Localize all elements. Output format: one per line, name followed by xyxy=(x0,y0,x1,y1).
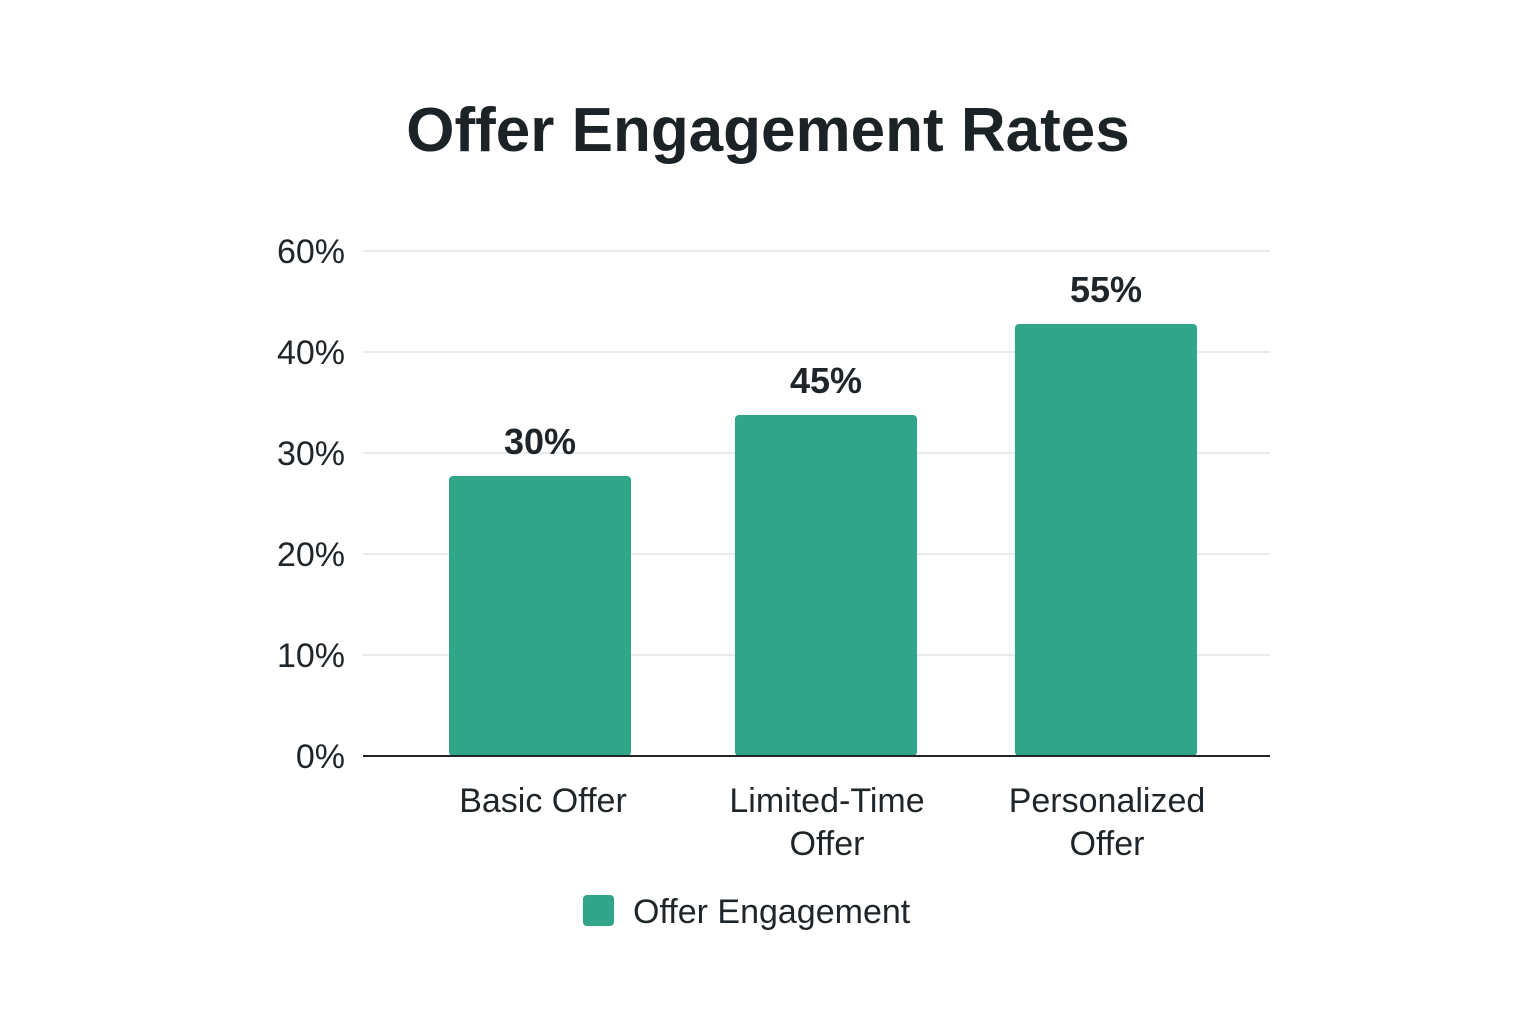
x-category-label: Offer xyxy=(790,825,865,863)
bar-data-label: 30% xyxy=(504,421,576,462)
y-tick-label: 30% xyxy=(277,435,345,473)
legend-swatch xyxy=(583,895,614,926)
y-tick-label: 60% xyxy=(277,233,345,271)
y-tick-label: 10% xyxy=(277,637,345,675)
data-labels: 30% 45% 55% xyxy=(504,269,1142,462)
legend-label: Offer Engagement xyxy=(633,893,911,931)
x-category-label: Limited-Time xyxy=(729,782,924,820)
x-category-label: Basic Offer xyxy=(459,782,627,820)
chart-title: Offer Engagement Rates xyxy=(406,96,1130,165)
y-axis-ticks: 0% 10% 20% 30% 40% 60% xyxy=(277,233,345,776)
bar xyxy=(735,415,917,756)
bar xyxy=(449,476,631,756)
x-axis-categories: Basic Offer Limited-Time Offer Personalized… xyxy=(459,782,1205,863)
x-category-label: Offer xyxy=(1070,825,1145,863)
y-tick-label: 0% xyxy=(296,738,345,776)
y-tick-label: 20% xyxy=(277,536,345,574)
bar-data-label: 45% xyxy=(790,360,862,401)
x-category-label: Personalized xyxy=(1009,782,1206,820)
bars xyxy=(449,324,1197,756)
bar-data-label: 55% xyxy=(1070,269,1142,310)
legend: Offer Engagement xyxy=(583,893,911,931)
y-tick-label: 40% xyxy=(277,334,345,372)
bar xyxy=(1015,324,1197,756)
